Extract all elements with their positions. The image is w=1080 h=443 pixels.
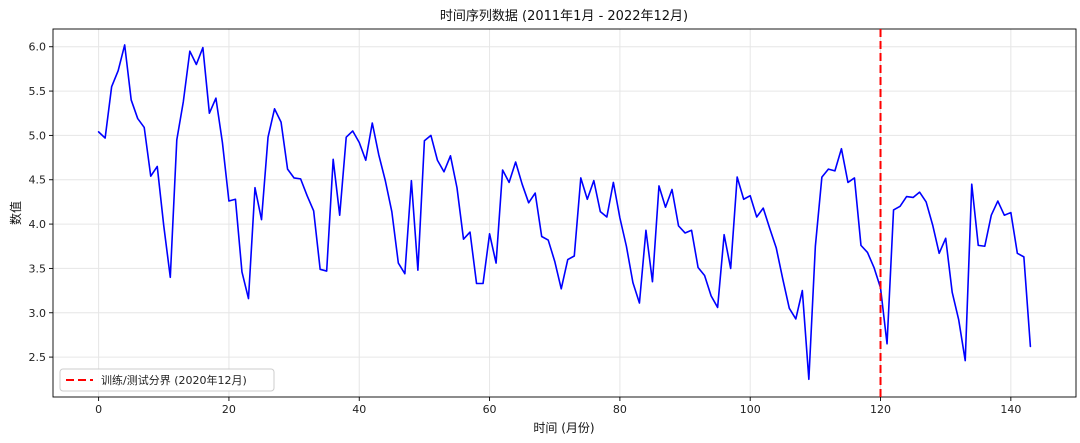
y-tick-label: 2.5	[29, 351, 47, 364]
axis-ticks: 0 20 40 60 80 100 120 140 2.5 3.0 3.5 4.0 4.5 5.0 5.5 6…	[29, 41, 1022, 416]
x-tick-label: 80	[613, 403, 627, 416]
chart-title: 时间序列数据 (2011年1月 - 2022年12月)	[440, 9, 688, 24]
x-tick-label: 40	[352, 403, 366, 416]
grid-lines	[53, 29, 1076, 397]
y-tick-label: 6.0	[29, 41, 47, 54]
x-tick-label: 100	[740, 403, 761, 416]
x-tick-label: 0	[95, 403, 102, 416]
y-tick-label: 3.0	[29, 307, 47, 320]
x-tick-label: 20	[222, 403, 236, 416]
y-tick-label: 4.5	[29, 174, 47, 187]
y-tick-label: 5.5	[29, 85, 47, 98]
legend-box	[59, 368, 275, 392]
y-axis-label: 数值	[8, 201, 23, 225]
x-tick-label: 120	[870, 403, 891, 416]
plot-frame	[52, 28, 1077, 398]
y-tick-label: 5.0	[29, 129, 47, 142]
y-tick-label: 4.0	[29, 218, 47, 231]
legend-label: 训练/测试分界 (2020年12月)	[101, 373, 247, 387]
x-tick-label: 60	[483, 403, 497, 416]
x-tick-label: 140	[1000, 403, 1021, 416]
x-axis-label: 时间 (月份)	[533, 421, 594, 435]
y-tick-label: 3.5	[29, 262, 47, 275]
legend: 训练/测试分界 (2020年12月)	[59, 368, 275, 392]
series-line	[97, 44, 1032, 381]
